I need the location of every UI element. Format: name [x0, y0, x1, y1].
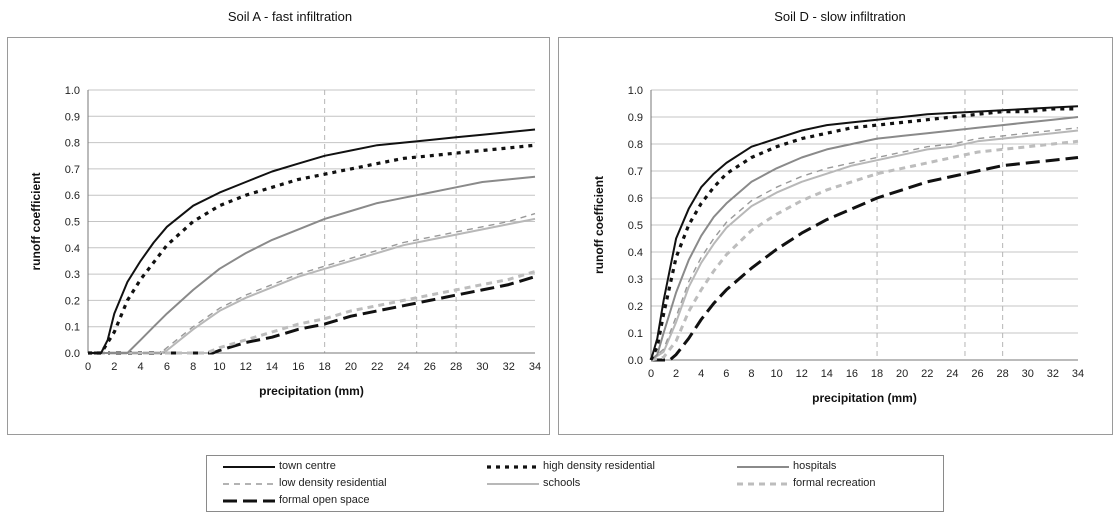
x-tick-label: 34 — [1072, 368, 1084, 380]
y-tick-label: 0.6 — [628, 193, 643, 205]
y-axis-label: runoff coefficient — [592, 176, 606, 274]
legend-label-low-density-residential: low density residential — [279, 477, 387, 489]
legend-label-formal-recreation: formal recreation — [793, 477, 876, 489]
x-tick-label: 16 — [292, 361, 304, 373]
legend-label-formal-open-space: formal open space — [279, 494, 370, 506]
y-tick-label: 0.7 — [628, 166, 643, 178]
series-line-high-density-residential — [88, 145, 535, 353]
x-tick-label: 18 — [319, 361, 331, 373]
legend-label-schools: schools — [543, 477, 580, 489]
x-tick-label: 26 — [424, 361, 436, 373]
series-line-high-density-residential — [651, 109, 1078, 360]
y-tick-label: 0.3 — [65, 269, 80, 281]
y-tick-label: 0.6 — [65, 190, 80, 202]
y-tick-label: 0.1 — [65, 322, 80, 334]
x-tick-label: 28 — [997, 368, 1009, 380]
x-tick-label: 28 — [450, 361, 462, 373]
x-tick-label: 8 — [748, 368, 754, 380]
legend-label-town-centre: town centre — [279, 460, 336, 472]
y-tick-label: 0.2 — [65, 295, 80, 307]
series-line-formal-recreation — [651, 141, 1078, 360]
x-tick-label: 2 — [673, 368, 679, 380]
chart-panel-soil-d: 0.0 0.1 0.2 0.3 0.4 0.5 0.6 0.7 0.8 0.9 1.0 0 2 4 6 8 10… — [558, 37, 1113, 435]
x-tick-label: 10 — [770, 368, 782, 380]
series-line-schools — [88, 219, 535, 353]
x-tick-label: 4 — [138, 361, 144, 373]
y-tick-label: 0.9 — [628, 112, 643, 124]
chart-soil-a: 0.00.10.20.30.40.50.60.70.80.91.00 2 4 6 8 10… — [8, 38, 549, 434]
y-tick-label: 0.0 — [65, 348, 80, 360]
legend-swatch-formal-recreation — [735, 478, 791, 490]
legend: town centre high density residential hos… — [206, 455, 944, 512]
x-tick-label: 24 — [397, 361, 409, 373]
x-tick-label: 24 — [946, 368, 958, 380]
legend-swatch-town-centre — [221, 461, 277, 473]
legend-swatch-hospitals — [735, 461, 791, 473]
y-tick-label: 0.7 — [65, 164, 80, 176]
x-tick-label: 6 — [164, 361, 170, 373]
x-tick-label: 4 — [698, 368, 704, 380]
chart-title-soil-d: Soil D - slow infiltration — [690, 9, 990, 24]
legend-swatch-schools — [485, 478, 541, 490]
y-tick-label: 0.5 — [628, 220, 643, 232]
y-tick-label: 0.3 — [628, 274, 643, 286]
y-tick-label: 0.2 — [628, 301, 643, 313]
x-axis-label: precipitation (mm) — [812, 391, 917, 405]
x-tick-label: 18 — [871, 368, 883, 380]
y-tick-label: 0.0 — [628, 355, 643, 367]
series-line-town-centre — [88, 130, 535, 354]
x-tick-label: 20 — [896, 368, 908, 380]
x-tick-label: 8 — [190, 361, 196, 373]
y-axis-label: runoff coefficient — [29, 172, 43, 270]
x-tick-label: 6 — [723, 368, 729, 380]
y-tick-label: 1.0 — [65, 85, 80, 97]
x-tick-label: 20 — [345, 361, 357, 373]
legend-swatch-high-density-residential — [485, 461, 541, 473]
x-tick-label: 14 — [266, 361, 278, 373]
x-tick-label: 26 — [971, 368, 983, 380]
legend-label-high-density-residential: high density residential — [543, 460, 655, 472]
legend-swatch-low-density-residential — [221, 478, 277, 490]
x-tick-label: 2 — [111, 361, 117, 373]
x-tick-label: 30 — [1022, 368, 1034, 380]
series-line-hospitals — [651, 117, 1078, 360]
x-tick-label: 0 — [648, 368, 654, 380]
y-tick-label: 0.8 — [65, 138, 80, 150]
x-tick-label: 12 — [240, 361, 252, 373]
y-tick-label: 0.4 — [628, 247, 643, 259]
x-tick-label: 0 — [85, 361, 91, 373]
series-line-formal-open-space — [651, 158, 1078, 361]
x-tick-label: 32 — [503, 361, 515, 373]
x-tick-label: 32 — [1047, 368, 1059, 380]
x-tick-label: 12 — [796, 368, 808, 380]
x-tick-label: 22 — [371, 361, 383, 373]
y-tick-label: 0.5 — [65, 217, 80, 229]
x-tick-label: 16 — [846, 368, 858, 380]
series-line-low-density-residential — [88, 214, 535, 353]
y-tick-label: 0.4 — [65, 243, 80, 255]
y-tick-label: 1.0 — [628, 85, 643, 97]
chart-title-soil-a: Soil A - fast infiltration — [140, 9, 440, 24]
x-tick-label: 22 — [921, 368, 933, 380]
y-tick-label: 0.1 — [628, 328, 643, 340]
x-tick-label: 34 — [529, 361, 541, 373]
legend-label-hospitals: hospitals — [793, 460, 836, 472]
legend-swatch-formal-open-space — [221, 495, 277, 507]
y-tick-label: 0.8 — [628, 139, 643, 151]
x-tick-label: 10 — [213, 361, 225, 373]
chart-soil-d: 0.00.10.20.30.40.50.60.70.80.91.00 2 4 6 8 10… — [559, 38, 1112, 434]
chart-panel-soil-a: 0.0 0.1 0.2 0.3 0.4 0.5 0.6 0.7 0.8 0.9 1.0 0 2 4 6 8 10… — [7, 37, 550, 435]
y-tick-label: 0.9 — [65, 111, 80, 123]
x-tick-label: 30 — [476, 361, 488, 373]
x-tick-label: 14 — [821, 368, 833, 380]
series-line-formal-recreation — [88, 272, 535, 354]
x-axis-label: precipitation (mm) — [259, 384, 364, 398]
